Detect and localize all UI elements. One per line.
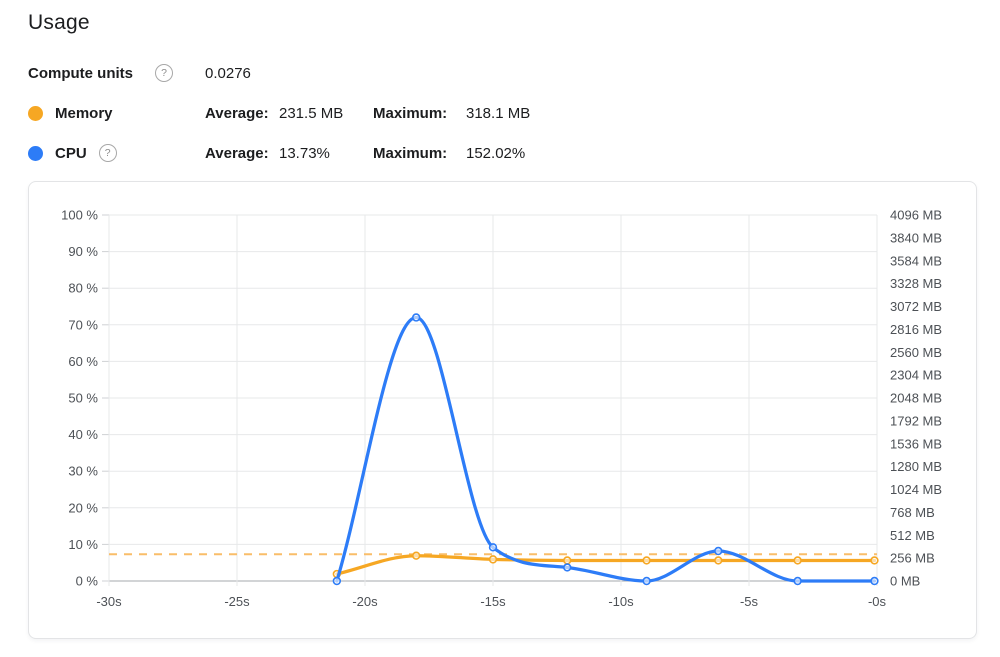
x-axis-tick-label: -5s xyxy=(740,594,759,609)
compute-units-label: Compute units xyxy=(28,64,133,82)
usage-chart[interactable]: 100 % 90 % 80 % 70 % 60 % 50 % 40 % 30 % 20 % 10 … xyxy=(29,182,974,636)
cpu-data-point[interactable] xyxy=(870,576,879,586)
left-axis-tick-label: 40 % xyxy=(68,427,98,442)
cpu-maximum-value: 152.02% xyxy=(466,144,526,162)
memory-row: Memory Average: 231.5 MB Maximum: 318.1 … xyxy=(28,93,530,133)
right-axis-tick-label: 1024 MB xyxy=(890,482,942,497)
right-axis-tick-label: 4096 MB xyxy=(890,208,942,223)
right-axis-tick-label: 3072 MB xyxy=(890,299,942,314)
memory-label: Memory xyxy=(55,104,113,122)
memory-average-label: Average: xyxy=(205,104,269,122)
cpu-data-point[interactable] xyxy=(642,576,651,586)
right-axis-tick-label: 2304 MB xyxy=(890,368,942,383)
right-axis-tick-label: 1280 MB xyxy=(890,459,942,474)
cpu-label-group: CPU ? xyxy=(28,144,205,162)
memory-data-point[interactable] xyxy=(488,555,498,564)
right-axis-tick-label: 0 MB xyxy=(890,574,920,589)
right-axis-tick-label: 256 MB xyxy=(890,551,935,566)
cpu-maximum-label: Maximum: xyxy=(373,144,448,162)
cpu-legend-dot xyxy=(28,145,43,161)
right-axis-tick-label: 3840 MB xyxy=(890,230,942,245)
memory-data-point[interactable] xyxy=(563,556,572,565)
memory-maximum-label: Maximum: xyxy=(373,104,448,122)
right-axis-tick-label: 1536 MB xyxy=(890,436,942,451)
usage-chart-card: 100 % 90 % 80 % 70 % 60 % 50 % 40 % 30 % 20 % 10 … xyxy=(28,181,977,639)
memory-data-point[interactable] xyxy=(870,556,879,565)
memory-average-value: 231.5 MB xyxy=(279,104,344,122)
x-axis-tick-label: -30s xyxy=(96,594,122,609)
right-axis-tick-label: 3328 MB xyxy=(890,276,942,291)
x-axis-tick-label: -10s xyxy=(608,594,634,609)
cpu-data-point[interactable] xyxy=(714,546,723,556)
left-axis-tick-label: 100 % xyxy=(61,208,98,223)
right-axis-tick-label: 2048 MB xyxy=(890,391,942,406)
left-axis-tick-label: 90 % xyxy=(68,244,98,259)
cpu-average-value: 13.73% xyxy=(279,144,330,162)
memory-data-point[interactable] xyxy=(793,556,802,565)
left-axis-tick-label: 50 % xyxy=(68,391,98,406)
x-axis-tick-label: -15s xyxy=(480,594,506,609)
cpu-data-point[interactable] xyxy=(412,313,421,322)
help-icon[interactable]: ? xyxy=(98,144,117,162)
right-axis-tick-label: 512 MB xyxy=(890,528,935,543)
memory-data-point[interactable] xyxy=(412,551,421,560)
x-axis-tick-label: -25s xyxy=(224,594,250,609)
left-axis-tick-label: 0 % xyxy=(76,574,99,589)
left-axis-tick-label: 20 % xyxy=(68,500,98,515)
help-icon[interactable]: ? xyxy=(155,64,173,82)
x-axis-tick-label: -0s xyxy=(868,594,887,609)
compute-units-label-group: Compute units ? xyxy=(28,64,205,82)
cpu-data-point[interactable] xyxy=(332,576,342,586)
left-axis-tick-label: 30 % xyxy=(68,464,98,479)
cpu-data-point[interactable] xyxy=(793,576,802,586)
left-axis-tick-label: 10 % xyxy=(68,537,98,552)
cpu-row: CPU ? Average: 13.73% Maximum: 152.02% xyxy=(28,133,530,173)
left-axis-tick-label: 60 % xyxy=(68,354,98,369)
usage-stats: Compute units ? 0.0276 Memory Average: 2… xyxy=(28,53,530,173)
cpu-label: CPU xyxy=(55,144,87,162)
memory-legend-dot xyxy=(28,105,43,121)
right-axis-tick-label: 2560 MB xyxy=(890,345,942,360)
compute-units-value: 0.0276 xyxy=(205,64,251,82)
cpu-data-point[interactable] xyxy=(563,563,572,572)
x-axis-tick-label: -20s xyxy=(352,594,378,609)
memory-label-group: Memory xyxy=(28,105,205,122)
compute-units-row: Compute units ? 0.0276 xyxy=(28,53,530,93)
cpu-data-point[interactable] xyxy=(488,543,498,552)
right-axis-tick-label: 1792 MB xyxy=(890,413,942,428)
memory-maximum-value: 318.1 MB xyxy=(466,104,531,122)
memory-data-point[interactable] xyxy=(714,556,723,565)
cpu-average-label: Average: xyxy=(205,144,269,162)
page-title: Usage xyxy=(28,11,90,34)
right-axis-tick-label: 768 MB xyxy=(890,505,935,520)
cpu-line xyxy=(335,315,877,583)
left-axis-tick-label: 80 % xyxy=(68,281,98,296)
left-axis-tick-label: 70 % xyxy=(68,317,98,332)
memory-data-point[interactable] xyxy=(642,556,651,565)
right-axis-tick-label: 3584 MB xyxy=(890,253,942,268)
right-axis-tick-label: 2816 MB xyxy=(890,322,942,337)
